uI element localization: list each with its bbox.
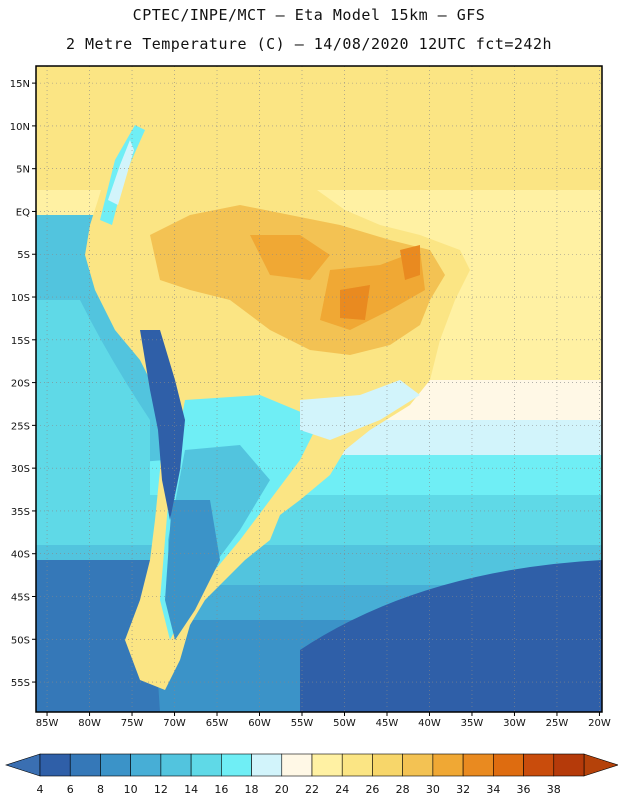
- longitude-label: 75W: [121, 718, 144, 729]
- colorbar-label: 12: [154, 783, 168, 796]
- longitude-label: 80W: [78, 718, 101, 729]
- longitude-label: 60W: [248, 718, 271, 729]
- colorbar-label: 10: [124, 783, 138, 796]
- longitude-label: 70W: [163, 718, 186, 729]
- map-frame: [35, 65, 603, 713]
- colorbar-label: 24: [335, 783, 349, 796]
- latitude-label: 15N: [10, 79, 30, 90]
- chart-title-line2: 2 Metre Temperature (C) – 14/08/2020 12U…: [65, 35, 553, 53]
- latitude-label: 55S: [11, 678, 30, 689]
- colorbar-segment: [372, 753, 403, 777]
- colorbar-segment: [100, 753, 131, 777]
- map-field: [36, 66, 602, 712]
- colorbar-label: 8: [97, 783, 104, 796]
- colorbar-label: 32: [456, 783, 470, 796]
- colorbar-label: 4: [37, 783, 44, 796]
- cold-southwest-ocean: [36, 560, 160, 712]
- colorbar-segment: [221, 753, 252, 777]
- colorbar-segment: [493, 753, 524, 777]
- colorbar-label: 16: [214, 783, 228, 796]
- colorbar-label: 20: [275, 783, 289, 796]
- colorbar-label: 18: [245, 783, 259, 796]
- latitude-label: 30S: [11, 464, 30, 475]
- longitude-label: 25W: [546, 718, 569, 729]
- colorbar: 4 6 8 10 12 14 16 18 20 22 24 26 28 30 32 34 36 38: [5, 753, 618, 796]
- hot-core-4: [340, 285, 370, 320]
- colorbar-segment: [523, 753, 555, 777]
- colorbar-label: 26: [365, 783, 379, 796]
- se-brazil-mild: [300, 380, 420, 440]
- colorbar-label: 28: [396, 783, 410, 796]
- latitude-label: EQ: [16, 207, 30, 218]
- latitude-label: 50S: [11, 635, 30, 646]
- colorbar-segment: [69, 753, 101, 777]
- colorbar-label: 6: [67, 783, 74, 796]
- colorbar-label: 38: [547, 783, 561, 796]
- latitude-label: 35S: [11, 507, 30, 518]
- colorbar-label: 34: [486, 783, 500, 796]
- northern-andes-peak: [108, 140, 134, 205]
- longitude-label: 85W: [36, 718, 59, 729]
- pacific-cool-water-b: [36, 300, 150, 520]
- colorbar-segment: [462, 753, 494, 777]
- latitude-label: 5N: [16, 165, 30, 176]
- latitude-label: 10S: [11, 293, 30, 304]
- colorbar-segment: [341, 753, 373, 777]
- longitude-label: 30W: [503, 718, 526, 729]
- longitude-label: 40W: [418, 718, 441, 729]
- latitude-label: 15S: [11, 336, 30, 347]
- colorbar-segment: [251, 753, 283, 777]
- longitude-label: 35W: [461, 718, 484, 729]
- longitude-axis: 85W 80W 75W 70W 65W 60W 55W 50W 45W 40W 35W 30W 25W 2…: [36, 712, 611, 729]
- hot-core-1: [250, 235, 330, 280]
- latitude-label: 40S: [11, 550, 30, 561]
- latitude-label: 20S: [11, 379, 30, 390]
- colorbar-segment: [311, 753, 343, 777]
- colorbar-label: 30: [426, 783, 440, 796]
- longitude-label: 65W: [206, 718, 229, 729]
- colorbar-high-arrow: [583, 753, 618, 777]
- colorbar-label: 14: [184, 783, 198, 796]
- longitude-label: 55W: [291, 718, 314, 729]
- colorbar-segment: [402, 753, 434, 777]
- colorbar-low-arrow: [5, 753, 41, 777]
- chart-title-line1: CPTEC/INPE/MCT – Eta Model 15km – GFS: [132, 6, 486, 24]
- latitude-axis: 15N 10N 5N EQ 5S 10S 15S 20S 25S 30S 35S 40S 45S 50S 5…: [10, 79, 36, 689]
- hot-core-3: [400, 245, 420, 280]
- longitude-label: 45W: [376, 718, 399, 729]
- latitude-label: 10N: [10, 122, 30, 133]
- colorbar-segment: [39, 753, 71, 777]
- andes-cold-strip: [140, 330, 185, 520]
- latitude-label: 5S: [17, 250, 30, 261]
- latitude-label: 25S: [11, 421, 30, 432]
- latitude-label: 45S: [11, 592, 30, 603]
- colorbar-segment: [130, 753, 162, 777]
- colorbar-label: 22: [305, 783, 319, 796]
- colorbar-segment: [190, 753, 222, 777]
- colorbar-segment: [160, 753, 192, 777]
- longitude-label: 50W: [333, 718, 356, 729]
- colorbar-segment: [432, 753, 464, 777]
- longitude-label: 20W: [588, 718, 611, 729]
- colorbar-label: 36: [517, 783, 531, 796]
- cold-southeast-ocean: [300, 560, 602, 712]
- colorbar-segment: [553, 753, 585, 777]
- colorbar-segment: [281, 753, 313, 777]
- andes-south-cold: [165, 500, 220, 640]
